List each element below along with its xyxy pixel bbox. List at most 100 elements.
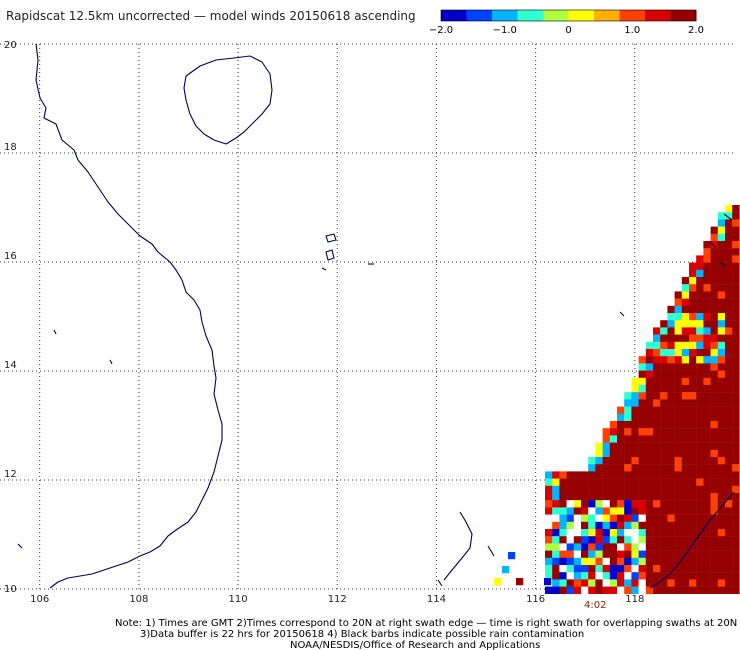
wind-cell — [725, 341, 733, 350]
wind-cell — [660, 536, 668, 544]
wind-cell — [717, 255, 726, 263]
wind-cell — [689, 586, 697, 594]
wind-cell — [653, 349, 661, 357]
wind-cell — [667, 464, 675, 472]
wind-cell — [645, 377, 654, 386]
wind-cell — [689, 572, 697, 580]
wind-cell — [717, 341, 726, 350]
wind-cell — [631, 449, 639, 458]
wind-cell — [588, 485, 596, 494]
chart-title: Rapidscat 12.5km uncorrected — model win… — [6, 9, 416, 23]
wind-cell — [545, 507, 553, 515]
wind-cell — [588, 521, 596, 530]
wind-cell — [609, 572, 618, 580]
wind-cell — [624, 543, 632, 551]
wind-cell — [566, 471, 574, 479]
wind-cell — [732, 212, 740, 220]
wind-cell — [645, 399, 654, 407]
wind-cell — [653, 392, 661, 400]
wind-cell — [617, 579, 625, 587]
wind-cell — [638, 385, 646, 393]
wind-cell — [617, 529, 625, 537]
wind-cell — [717, 536, 726, 544]
wind-cell — [710, 370, 718, 378]
wind-cell — [595, 521, 603, 530]
wind-cell — [638, 586, 646, 594]
wind-cell — [674, 507, 682, 515]
wind-cell — [689, 291, 697, 299]
colorbar-tick-label: 1.0 — [624, 25, 640, 36]
wind-cell — [617, 449, 625, 458]
wind-cell — [581, 557, 589, 566]
wind-cell — [631, 485, 639, 494]
colorbar-swatch — [492, 10, 518, 21]
wind-cell — [660, 442, 668, 450]
wind-cell — [725, 507, 733, 515]
wind-cell — [516, 578, 524, 586]
wind-cell — [653, 341, 661, 350]
wind-cell — [732, 356, 740, 364]
wind-cell — [631, 572, 639, 580]
wind-cell — [667, 421, 675, 429]
plot-area — [0, 43, 740, 594]
wind-cell — [725, 413, 733, 422]
wind-cell — [681, 399, 690, 407]
wind-cell — [703, 291, 711, 299]
wind-cell — [545, 478, 553, 486]
wind-cell — [703, 529, 711, 537]
wind-cell — [681, 413, 690, 422]
wind-cell — [681, 471, 690, 479]
wind-cell — [725, 449, 733, 458]
wind-cell — [725, 399, 733, 407]
wind-cell — [595, 514, 603, 522]
colorbar-swatch — [543, 10, 569, 21]
wind-cell — [689, 305, 697, 314]
wind-cell — [732, 255, 740, 263]
wind-cell — [624, 500, 632, 508]
wind-cell — [645, 464, 654, 472]
wind-cell — [681, 557, 690, 566]
wind-cell — [573, 572, 582, 580]
wind-cell — [602, 500, 610, 508]
wind-cell — [660, 457, 668, 465]
wind-cell — [552, 550, 560, 558]
wind-cell — [545, 471, 553, 479]
wind-cell — [681, 363, 690, 371]
wind-cell — [566, 565, 574, 573]
wind-cell — [617, 413, 625, 422]
wind-cell — [609, 421, 618, 429]
wind-cell — [631, 442, 639, 450]
wind-cell — [725, 320, 733, 328]
wind-cell — [667, 579, 675, 587]
wind-cell — [689, 370, 697, 378]
wind-cell — [624, 449, 632, 458]
wind-cell — [545, 529, 553, 537]
wind-cell — [631, 421, 639, 429]
wind-cell — [696, 586, 704, 594]
wind-cell — [674, 457, 682, 465]
wind-cell — [674, 464, 682, 472]
wind-cell — [566, 557, 574, 566]
wind-cell — [681, 341, 690, 350]
wind-cell — [732, 507, 740, 515]
wind-cell — [696, 579, 704, 587]
wind-cell — [717, 313, 726, 321]
wind-cell — [653, 586, 661, 594]
wind-cell — [638, 536, 646, 544]
wind-cell — [667, 385, 675, 393]
wind-cell — [703, 536, 711, 544]
wind-cell — [667, 572, 675, 580]
wind-cell — [645, 457, 654, 465]
wind-cell — [710, 543, 718, 551]
wind-cell — [732, 248, 740, 256]
wind-cell — [674, 291, 682, 299]
coastline-island-4 — [619, 311, 625, 317]
wind-cell — [689, 363, 697, 371]
wind-cell — [617, 514, 625, 522]
wind-cell — [588, 543, 596, 551]
wind-cell — [696, 377, 704, 386]
wind-cell — [653, 536, 661, 544]
wind-cell — [732, 262, 740, 270]
wind-cell — [494, 578, 502, 586]
